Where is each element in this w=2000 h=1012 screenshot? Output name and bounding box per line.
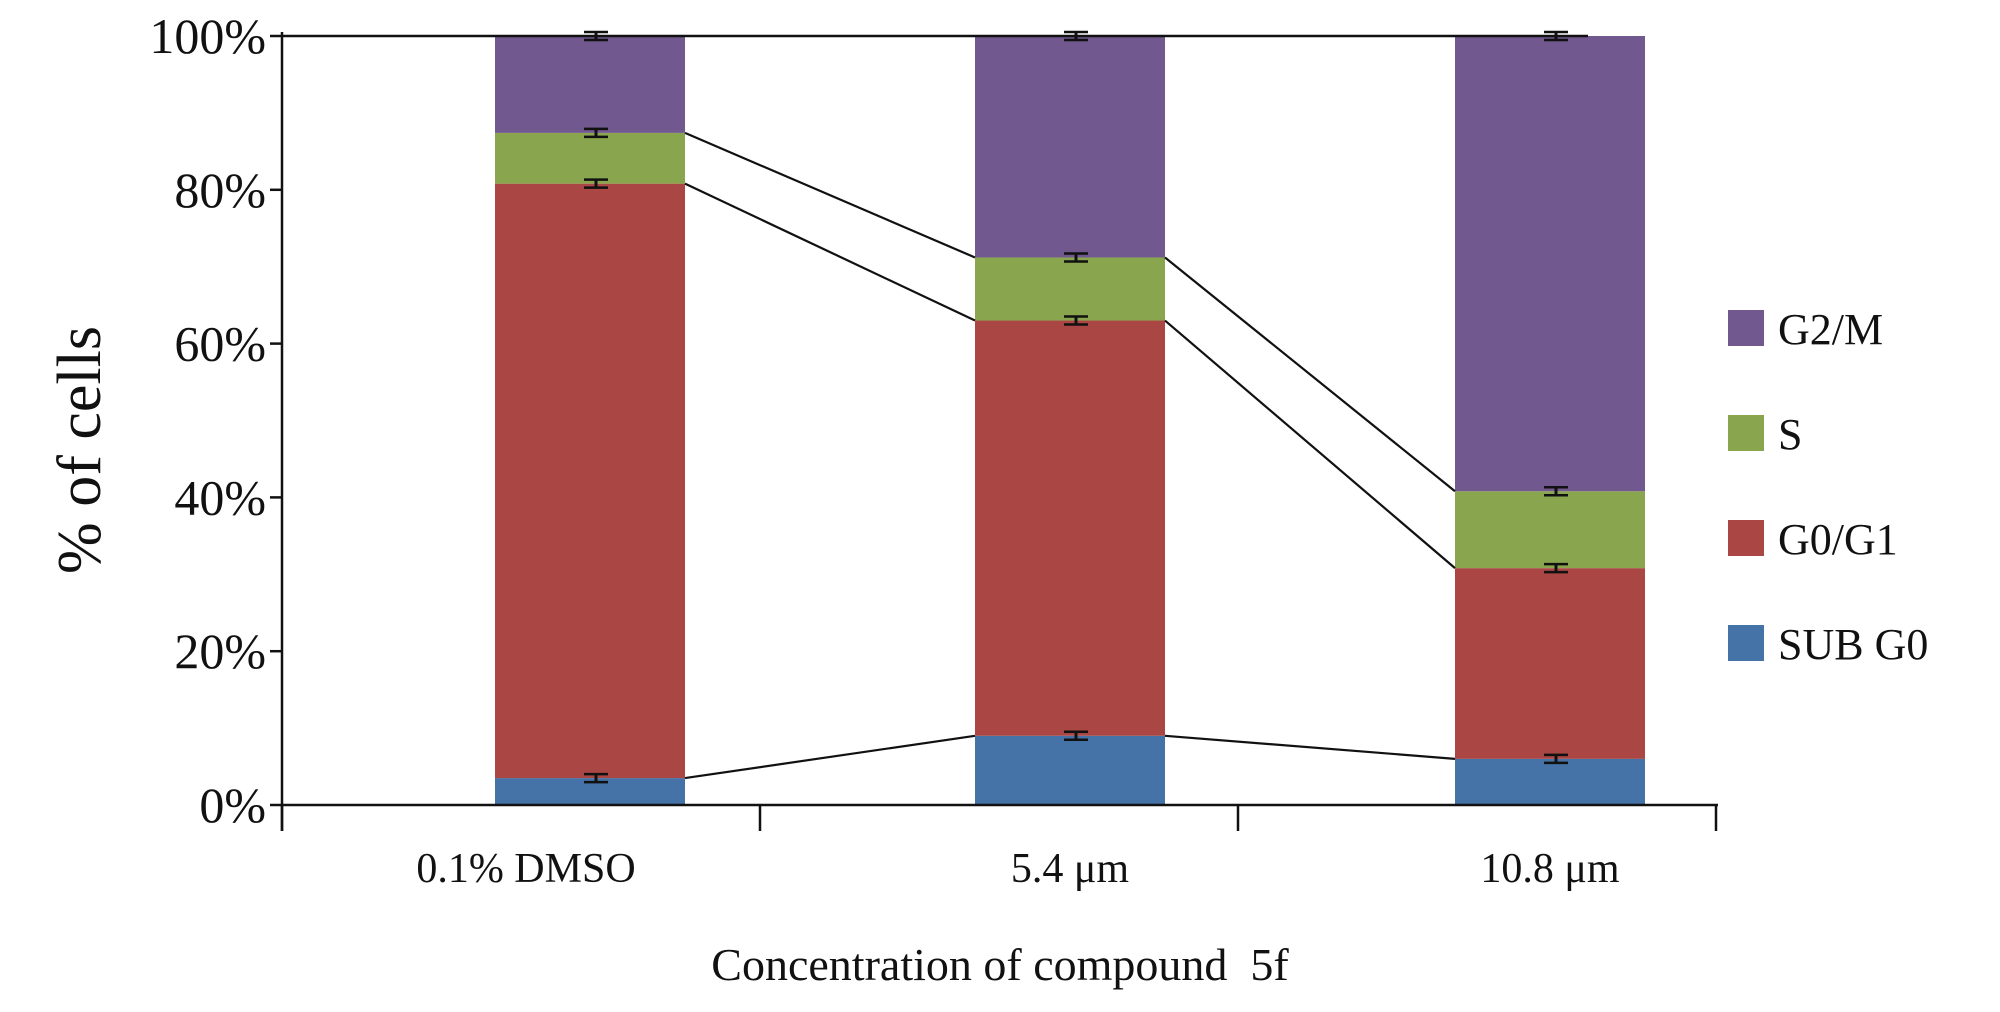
axes [280, 32, 1718, 831]
connector-line-2-1 [1164, 256, 1456, 493]
legend-label: SUB G0 [1778, 620, 1928, 669]
error-bar-2-0 [1544, 753, 1568, 765]
x-axis-label: Concentration of compound 5f [711, 939, 1289, 990]
bar-g0-g1-1 [975, 320, 1165, 736]
bar-s-0 [495, 132, 685, 184]
bar-g0-g1-0 [495, 183, 685, 779]
error-bar-1-2 [1064, 252, 1088, 263]
legend-label: G0/G1 [1778, 515, 1898, 564]
y-axis-label: % of cells [46, 326, 114, 574]
legend-label: S [1778, 410, 1802, 459]
y-tick-label: 20% [174, 623, 266, 679]
bar-s-2 [1455, 491, 1645, 569]
bar-s-1 [975, 257, 1165, 321]
y-tick-label: 40% [174, 469, 266, 525]
connector-lines [684, 131, 1456, 780]
error-bar-0-0 [584, 772, 608, 784]
x-tick-label: 10.8 μm [1480, 846, 1620, 892]
y-tick-label: 60% [174, 316, 266, 372]
x-tick-label: 5.4 μm [1011, 846, 1130, 892]
legend: G2/M S G0/G1 SUB G0 [1728, 305, 1928, 669]
legend-item-s: S [1728, 410, 1802, 459]
y-axis-ticks: 0% 20% 40% 60% 80% 100% [149, 8, 282, 833]
legend-swatch [1728, 625, 1764, 661]
y-tick-label: 80% [174, 162, 266, 218]
legend-item-g0-g1: G0/G1 [1728, 515, 1898, 564]
bar-sub-g0-1 [975, 735, 1165, 805]
error-bar-2-1 [1544, 562, 1568, 574]
connector-line-1-1 [1164, 319, 1456, 569]
bar-g2-m-0 [495, 36, 685, 133]
legend-swatch [1728, 415, 1764, 451]
error-bar-0-1 [584, 178, 608, 189]
connector-line-1-0 [684, 182, 976, 322]
x-axis-ticks: 0.1% DMSO 5.4 μm 10.8 μm [280, 805, 1718, 892]
error-bar-2-2 [1544, 485, 1568, 497]
connector-line-2-0 [684, 131, 976, 259]
connector-line-0-0 [684, 734, 976, 780]
error-bars [584, 30, 1568, 784]
legend-swatch [1728, 310, 1764, 346]
legend-swatch [1728, 520, 1764, 556]
x-tick-label: 0.1% DMSO [416, 846, 635, 892]
bars-layer [495, 36, 1645, 805]
error-bar-1-0 [1064, 730, 1088, 742]
bar-g0-g1-2 [1455, 568, 1645, 759]
bar-g2-m-2 [1455, 36, 1645, 492]
bar-sub-g0-2 [1455, 758, 1645, 805]
error-bar-1-1 [1064, 315, 1088, 326]
legend-item-sub-g0: SUB G0 [1728, 620, 1928, 669]
legend-item-g2-m: G2/M [1728, 305, 1883, 354]
bar-g2-m-1 [975, 36, 1165, 258]
connector-line-0-1 [1164, 734, 1456, 760]
y-tick-label: 0% [199, 777, 266, 833]
legend-label: G2/M [1778, 305, 1883, 354]
error-bar-0-2 [584, 127, 608, 139]
y-tick-label: 100% [149, 8, 266, 64]
